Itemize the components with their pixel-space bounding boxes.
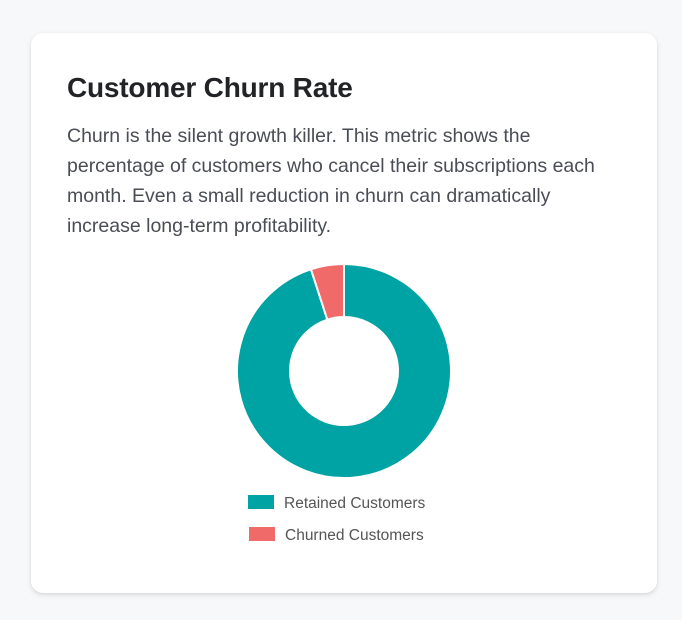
legend-swatch <box>248 495 274 509</box>
legend-item[interactable]: Churned Customers <box>249 527 424 544</box>
chart-slices <box>236 262 452 479</box>
legend-label: Churned Customers <box>285 527 424 544</box>
legend-label: Retained Customers <box>284 495 426 512</box>
slice-churned-customers[interactable] <box>309 262 345 321</box>
card-description: Churn is the silent growth killer. This … <box>67 125 595 237</box>
chart-legend: Retained Customers Churned Customers <box>248 495 426 544</box>
churn-card: Customer Churn Rate Churn is the silent … <box>31 33 657 593</box>
legend-item[interactable]: Retained Customers <box>248 495 426 512</box>
slice-retained-customers[interactable] <box>236 262 452 479</box>
card-title: Customer Churn Rate <box>67 72 353 103</box>
legend-swatch <box>249 527 275 541</box>
doughnut-chart: Retained Customers Churned Customers <box>236 262 452 544</box>
